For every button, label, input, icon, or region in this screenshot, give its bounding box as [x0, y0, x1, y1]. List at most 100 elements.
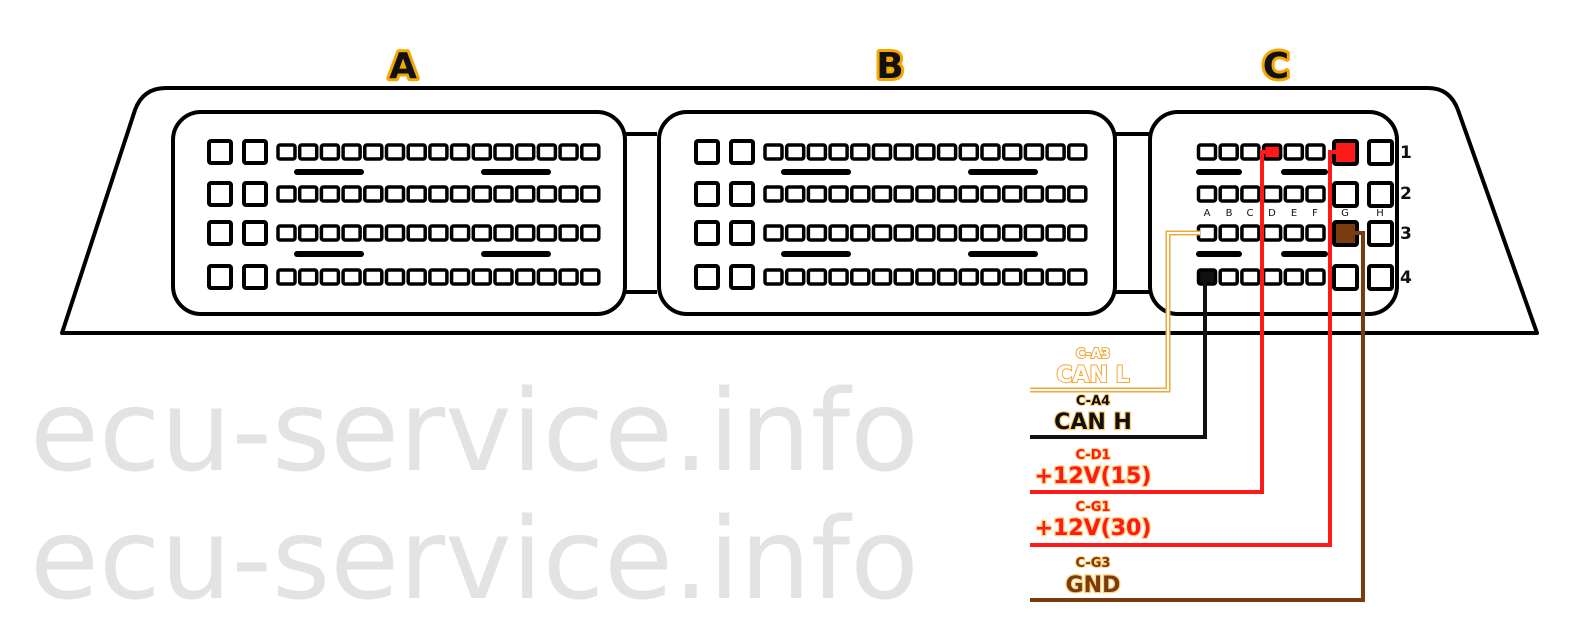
connector-a-title: A [389, 46, 417, 87]
connector-c-pin-b3 [1218, 224, 1239, 242]
connector-b-pin [1045, 143, 1066, 161]
connector-b-pin [980, 143, 1001, 161]
connector-a-pin [384, 268, 406, 286]
watermark-bottom: ecu-service.info [30, 495, 919, 625]
connector-c-row-labels: 1 2 3 4 [1400, 143, 1412, 288]
connector-a-box [171, 110, 627, 316]
connector-b-pin [763, 143, 784, 161]
connector-b-pin [1045, 268, 1066, 286]
connector-c-pin-g2 [1332, 181, 1359, 208]
connector-a-pin [319, 224, 341, 242]
connector-c-pin-b2 [1218, 185, 1239, 203]
connector-a-pin [514, 224, 536, 242]
wire-can-l [1030, 232, 1200, 391]
connector-a-pin [580, 224, 601, 242]
row-label-2: 2 [1400, 184, 1412, 204]
connector-a-pin [471, 185, 493, 203]
wire-label-pin-12v-30: C-G1 [1076, 500, 1111, 515]
connector-b-pin [871, 143, 893, 161]
connector-b-pin [806, 224, 828, 242]
connector-a-pin [297, 143, 319, 161]
wire-label-pin-can-l: C-A3 [1076, 347, 1110, 362]
connector-a-pin [384, 185, 406, 203]
connector-c-pin-c2 [1240, 185, 1261, 203]
connector-a-pin [558, 268, 579, 286]
connector-a-pin [558, 143, 579, 161]
connector-a-pin [428, 268, 449, 286]
connector-b-pin [1023, 185, 1045, 203]
connector-b-pin [1001, 143, 1023, 161]
connector-a-pin [276, 224, 297, 242]
connector-a-pin [514, 143, 536, 161]
connector-b-pin [1001, 185, 1023, 203]
connector-c-title: C [1263, 46, 1289, 87]
wire-gnd [1030, 231, 1365, 602]
connector-a-pin [514, 268, 536, 286]
col-label-e: E [1291, 208, 1297, 219]
wire-label-signal-12v-30: +12V(30) [1035, 516, 1152, 541]
wires [1030, 150, 1365, 602]
connector-b-pin [1045, 185, 1066, 203]
connector-b-pin [729, 139, 755, 165]
connector-b-pin [958, 268, 980, 286]
connector-a-pin [319, 143, 341, 161]
connector-a-pin [406, 268, 427, 286]
connector-a-pin [471, 268, 493, 286]
connector-b-pin [694, 181, 720, 207]
connector-c-pin-e3 [1283, 224, 1305, 242]
connector-b-pin [915, 268, 936, 286]
connector-a-pin [449, 143, 471, 161]
connector-b-pin [893, 224, 914, 242]
connector-a-pin [580, 143, 601, 161]
col-label-a: A [1204, 208, 1211, 219]
watermark-top: ecu-service.info [30, 367, 919, 497]
connector-c-pin-c1 [1240, 143, 1261, 161]
connector-c-pin-h1 [1367, 139, 1394, 166]
connector-b-box [657, 110, 1117, 316]
connector-a-pin [341, 143, 362, 161]
connector-b-pin [850, 143, 871, 161]
connector-a-pin [493, 268, 514, 286]
connector-b-pin [958, 185, 980, 203]
connector-b-pin [828, 185, 849, 203]
connector-b-pin [806, 268, 828, 286]
connector-b-pin [784, 143, 806, 161]
connector-a-pin [406, 224, 427, 242]
connector-a-pin [580, 185, 601, 203]
wire-label-signal-can-l: CAN L [1056, 363, 1129, 388]
connector-a-pin [297, 185, 319, 203]
connector-a-pin [493, 143, 514, 161]
connector-a-pin [428, 143, 449, 161]
connector-a-pin [384, 224, 406, 242]
col-label-c: C [1247, 208, 1254, 219]
connector-b-pin [850, 224, 871, 242]
wire-label-pin-can-h: C-A4 [1076, 394, 1110, 409]
connector-a-pin [363, 143, 384, 161]
connector-b-pin [694, 264, 720, 290]
wire-12v-15 [1030, 150, 1272, 494]
connector-b-pin [729, 220, 755, 246]
connector-c-pin-d3 [1261, 224, 1283, 242]
col-label-g: G [1341, 208, 1349, 219]
connector-a-pin [276, 185, 297, 203]
connector-b-pin [828, 224, 849, 242]
connector-b-pin [871, 224, 893, 242]
connector-c-pin-f3 [1305, 224, 1326, 242]
connector-b-pin [936, 185, 958, 203]
connector-a-pin [363, 268, 384, 286]
connector-c-pin-a2 [1196, 185, 1218, 203]
connector-b-pin [958, 143, 980, 161]
connector-a-pin [428, 224, 449, 242]
col-label-h: H [1376, 208, 1384, 219]
connector-b-pin [1067, 185, 1088, 203]
wire-label-signal-can-h: CAN H [1054, 410, 1132, 435]
connector-c-pin-e2 [1283, 185, 1305, 203]
connector-c-pin-c3 [1240, 224, 1261, 242]
connector-b-pin [1067, 268, 1088, 286]
col-label-d: D [1268, 208, 1276, 219]
connector-a-pin [558, 185, 579, 203]
connector-c-pin-h3 [1367, 220, 1394, 247]
connector-a-pin [319, 185, 341, 203]
row-label-3: 3 [1400, 224, 1412, 244]
